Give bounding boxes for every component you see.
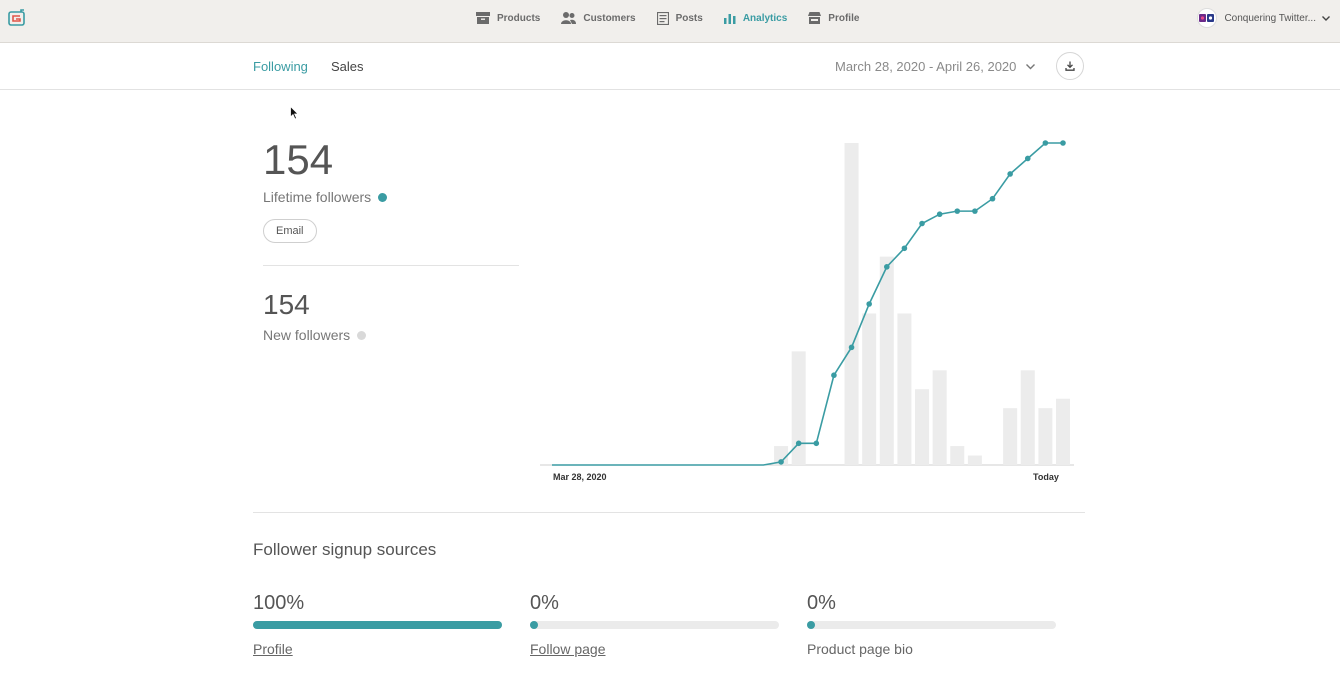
source-follow-page-fill bbox=[530, 621, 538, 629]
nav-customers-label: Customers bbox=[583, 12, 636, 24]
followers-chart bbox=[540, 140, 1074, 466]
lifetime-legend-dot bbox=[378, 192, 388, 202]
chart-bar bbox=[791, 351, 806, 465]
archive-icon bbox=[476, 12, 490, 24]
chart-point bbox=[919, 220, 925, 227]
metrics-divider bbox=[263, 265, 519, 266]
new-followers-label-text: New followers bbox=[263, 327, 351, 343]
chart-point bbox=[901, 245, 908, 252]
nav-analytics[interactable]: Analytics bbox=[723, 12, 788, 24]
x-axis-start-label: Mar 28, 2020 bbox=[553, 472, 607, 482]
newspaper-icon bbox=[656, 11, 669, 25]
chart-bar bbox=[932, 370, 947, 465]
chevron-down-icon bbox=[1026, 63, 1036, 69]
new-followers-value: 154 bbox=[263, 289, 310, 320]
source-profile: 100% Profile bbox=[253, 592, 502, 657]
source-follow-page-link[interactable]: Follow page bbox=[530, 641, 606, 657]
avatar bbox=[1197, 8, 1218, 28]
chart-point bbox=[989, 195, 996, 202]
chart-point bbox=[795, 440, 802, 447]
source-follow-page: 0% Follow page bbox=[530, 592, 779, 657]
chart-bar bbox=[844, 143, 859, 465]
chart-point bbox=[1042, 140, 1049, 146]
chart-point bbox=[954, 208, 961, 214]
analytics-subnav: Following Sales March 28, 2020 - April 2… bbox=[0, 43, 1340, 90]
users-icon bbox=[561, 12, 577, 24]
date-range-text: March 28, 2020 - April 26, 2020 bbox=[835, 59, 1017, 74]
source-product-page-bio-bar bbox=[807, 621, 1056, 629]
bar-chart-icon bbox=[723, 14, 736, 24]
source-follow-page-pct: 0% bbox=[530, 592, 559, 614]
account-name: Conquering Twitter... bbox=[1224, 12, 1316, 24]
nav-analytics-label: Analytics bbox=[742, 12, 788, 24]
storefront-icon bbox=[808, 12, 822, 24]
nav-products[interactable]: Products bbox=[476, 12, 540, 24]
app-logo-icon[interactable] bbox=[8, 9, 26, 27]
nav-profile-label: Profile bbox=[828, 12, 860, 24]
chart-point bbox=[936, 211, 943, 218]
chart-point bbox=[883, 264, 890, 270]
chart-bar bbox=[967, 455, 982, 465]
download-icon bbox=[1065, 61, 1075, 71]
nav-profile[interactable]: Profile bbox=[808, 12, 859, 24]
tab-following[interactable]: Following bbox=[253, 59, 308, 74]
source-product-page-bio-fill bbox=[807, 621, 815, 629]
account-menu[interactable]: Conquering Twitter... bbox=[1197, 8, 1330, 28]
source-profile-fill bbox=[253, 621, 502, 629]
chart-bar bbox=[1003, 408, 1018, 465]
chart-bar bbox=[862, 313, 877, 465]
new-legend-dot bbox=[357, 330, 367, 340]
nav-posts[interactable]: Posts bbox=[656, 11, 703, 25]
top-navigation-bar: Products Customers Posts Analytics Profi… bbox=[0, 0, 1340, 43]
nav-products-label: Products bbox=[497, 12, 541, 24]
source-product-page-bio-pct: 0% bbox=[807, 592, 836, 614]
section-divider bbox=[253, 512, 1085, 513]
nav-customers[interactable]: Customers bbox=[561, 12, 636, 24]
chart-bar bbox=[774, 446, 789, 465]
download-button[interactable] bbox=[1056, 52, 1084, 80]
chart-point bbox=[813, 440, 820, 447]
source-profile-link[interactable]: Profile bbox=[253, 641, 293, 657]
lifetime-followers-label: Lifetime followers bbox=[263, 189, 388, 205]
chart-point bbox=[1007, 171, 1013, 177]
lifetime-followers-label-text: Lifetime followers bbox=[263, 189, 372, 205]
chart-point bbox=[972, 208, 978, 214]
chart-bar bbox=[879, 256, 894, 465]
source-product-page-bio-label: Product page bio bbox=[807, 641, 913, 657]
date-range-picker[interactable]: March 28, 2020 - April 26, 2020 bbox=[835, 59, 1036, 74]
source-product-page-bio: 0% Product page bio bbox=[807, 592, 1056, 657]
chart-point bbox=[848, 344, 855, 351]
chart-point bbox=[866, 301, 872, 307]
chart-line bbox=[552, 142, 1063, 466]
mouse-cursor-icon bbox=[290, 106, 299, 120]
chart-bar bbox=[915, 389, 930, 465]
chart-point bbox=[1060, 140, 1066, 146]
email-button[interactable]: Email bbox=[263, 219, 317, 243]
x-axis-end-label: Today bbox=[1033, 472, 1059, 482]
nav-posts-label: Posts bbox=[675, 12, 703, 24]
source-profile-bar bbox=[253, 621, 502, 629]
chevron-down-icon bbox=[1322, 15, 1330, 21]
chart-bar bbox=[1038, 408, 1053, 465]
chart-bar bbox=[897, 313, 912, 465]
chart-bar bbox=[1056, 398, 1070, 465]
lifetime-followers-value: 154 bbox=[263, 136, 334, 183]
new-followers-label: New followers bbox=[263, 327, 367, 343]
chart-point bbox=[831, 372, 837, 379]
chart-point bbox=[778, 459, 784, 465]
source-follow-page-bar bbox=[530, 621, 779, 629]
chart-point bbox=[1024, 155, 1031, 162]
chart-bar bbox=[950, 446, 965, 465]
tab-sales[interactable]: Sales bbox=[331, 59, 364, 74]
sources-title: Follower signup sources bbox=[253, 540, 437, 559]
main-nav: Products Customers Posts Analytics Profi… bbox=[476, 0, 880, 36]
chart-bar bbox=[1020, 370, 1035, 465]
source-profile-pct: 100% bbox=[253, 592, 305, 614]
